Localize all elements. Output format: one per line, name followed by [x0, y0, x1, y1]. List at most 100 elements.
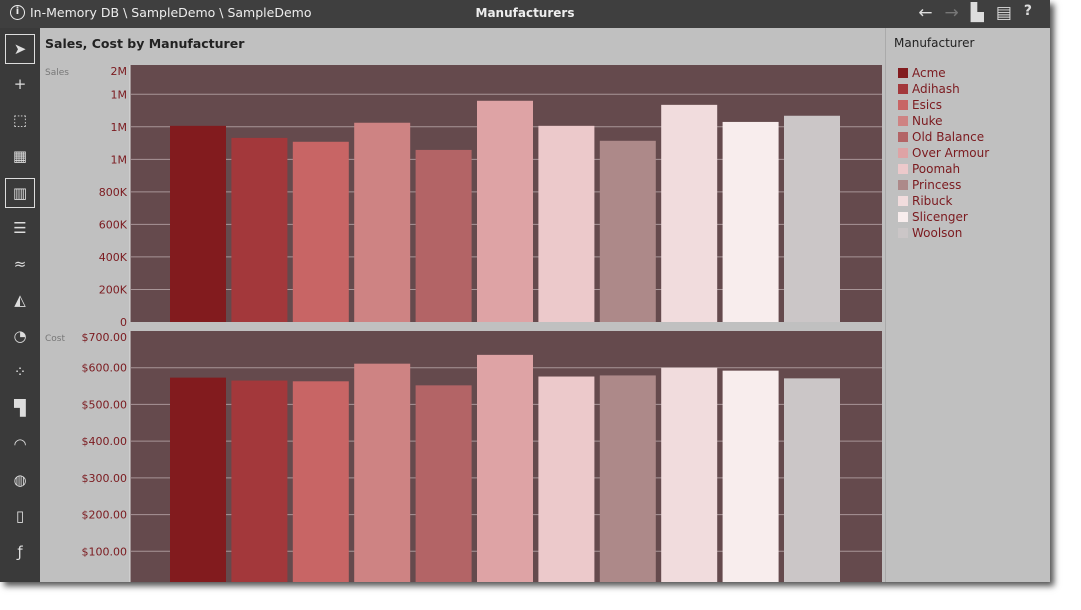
- back-arrow-icon[interactable]: ←: [918, 3, 933, 23]
- help-icon[interactable]: ?: [1023, 3, 1032, 19]
- line-chart-tool-button[interactable]: ≈: [5, 250, 35, 280]
- forward-arrow-icon[interactable]: →: [944, 3, 959, 23]
- bar-cost-old-balance[interactable]: [415, 385, 472, 582]
- bar-sales-princess[interactable]: [599, 140, 656, 322]
- map-tool-button[interactable]: ◍: [5, 466, 35, 496]
- legend-swatch: [898, 180, 908, 190]
- legend-title: Manufacturer: [894, 36, 975, 50]
- column-chart-icon: ▥: [12, 184, 28, 202]
- y-tick-label: 1M: [111, 153, 128, 166]
- bar-chart-tool-button[interactable]: ☰: [5, 214, 35, 244]
- bar-sales-over-armour[interactable]: [477, 100, 533, 322]
- bar-cost-over-armour[interactable]: [477, 354, 533, 582]
- y-tick-label: $300.00: [82, 472, 128, 485]
- legend-item[interactable]: Princess: [898, 177, 989, 193]
- bar-cost-woolson[interactable]: [784, 378, 840, 582]
- treemap-icon: ▜: [14, 399, 26, 417]
- panel-label: Cost: [45, 334, 65, 344]
- area-chart-tool-button[interactable]: ◭: [5, 286, 35, 316]
- chart-area: Sales, Cost by Manufacturer Sales 0 200K 40…: [40, 28, 885, 582]
- scatter-tool-button[interactable]: ⁘: [5, 358, 35, 388]
- legend-swatch: [898, 228, 908, 238]
- pivot-grid-icon: ▦: [12, 147, 28, 165]
- line-chart-icon: ≈: [13, 255, 27, 273]
- legend-item[interactable]: Woolson: [898, 225, 989, 241]
- legend-label: Woolson: [912, 226, 963, 240]
- y-tick-label: $100.00: [82, 545, 128, 558]
- bar-sales-acme[interactable]: [170, 125, 226, 323]
- select-region-icon: ⬚: [12, 111, 28, 129]
- bar-sales-adihash[interactable]: [231, 137, 288, 322]
- legend-label: Acme: [912, 66, 946, 80]
- scatter-icon: ⁘: [13, 363, 27, 381]
- bar-cost-esics[interactable]: [292, 381, 349, 582]
- legend-swatch: [898, 132, 908, 142]
- gauge-tool-button[interactable]: ◠: [5, 430, 35, 460]
- formula-chart-tool-button[interactable]: ƒ: [5, 538, 35, 568]
- bar-cost-ribuck[interactable]: [661, 367, 718, 582]
- legend-label: Esics: [912, 98, 943, 112]
- title-bar: i In-Memory DB \ SampleDemo \ SampleDemo…: [0, 0, 1050, 28]
- y-tick-label: 1M: [111, 121, 128, 134]
- bar-sales-ribuck[interactable]: [661, 104, 718, 323]
- bar-cost-slicenger[interactable]: [722, 370, 779, 582]
- bar-cost-poomah[interactable]: [538, 376, 595, 582]
- y-tick-label: 0: [120, 316, 127, 329]
- add-pointer-icon: +: [13, 75, 27, 93]
- bar-sales-woolson[interactable]: [784, 115, 840, 323]
- legend-item[interactable]: Adihash: [898, 81, 989, 97]
- legend-swatch: [898, 68, 908, 78]
- chart-title: Sales, Cost by Manufacturer: [45, 36, 245, 51]
- legend-swatch: [898, 116, 908, 126]
- map-icon: ◍: [13, 471, 27, 489]
- y-tick-label: 400K: [99, 251, 128, 264]
- legend-item[interactable]: Slicenger: [898, 209, 989, 225]
- save-icon[interactable]: ▙: [970, 3, 984, 23]
- pivot-grid-tool-button[interactable]: ▦: [5, 142, 35, 172]
- bar-sales-slicenger[interactable]: [722, 121, 779, 322]
- select-region-tool-button[interactable]: ⬚: [5, 106, 35, 136]
- bar-sales-old-balance[interactable]: [415, 149, 472, 322]
- breadcrumb[interactable]: i In-Memory DB \ SampleDemo \ SampleDemo: [10, 5, 311, 20]
- legend-item[interactable]: Ribuck: [898, 193, 989, 209]
- bar-sales-esics[interactable]: [292, 141, 349, 322]
- card-tool-button[interactable]: ▯: [5, 502, 35, 532]
- legend-swatch: [898, 212, 908, 222]
- bar-cost-acme[interactable]: [170, 377, 226, 582]
- legend-item[interactable]: Esics: [898, 97, 989, 113]
- legend-label: Slicenger: [912, 210, 968, 224]
- window-title: Manufacturers: [475, 6, 575, 20]
- pie-chart-tool-button[interactable]: ◔: [5, 322, 35, 352]
- y-tick-label: 200K: [99, 283, 128, 296]
- pointer-tool-button[interactable]: ➤: [5, 34, 35, 64]
- legend-item[interactable]: Nuke: [898, 113, 989, 129]
- print-icon[interactable]: ▤: [995, 3, 1012, 23]
- tool-sidebar: ➤ + ⬚ ▦ ▥ ☰ ≈ ◭ ◔ ⁘ ▜ ◠ ◍ ▯ ƒ: [0, 28, 40, 582]
- bar-sales-poomah[interactable]: [538, 125, 595, 323]
- treemap-tool-button[interactable]: ▜: [5, 394, 35, 424]
- formula-chart-icon: ƒ: [17, 543, 23, 561]
- legend-swatch: [898, 196, 908, 206]
- legend-item[interactable]: Acme: [898, 65, 989, 81]
- legend-label: Poomah: [912, 162, 961, 176]
- info-icon[interactable]: i: [10, 5, 25, 20]
- column-chart-tool-button[interactable]: ▥: [5, 178, 35, 208]
- chart-svg: Sales 0 200K 400K 600K 800K 1M 1M 1M 2M Cost $100.0…: [45, 65, 882, 582]
- legend-item[interactable]: Poomah: [898, 161, 989, 177]
- bar-cost-princess[interactable]: [599, 375, 656, 582]
- legend-swatch: [898, 148, 908, 158]
- app-window: i In-Memory DB \ SampleDemo \ SampleDemo…: [0, 0, 1050, 582]
- y-tick-label: 2M: [111, 65, 128, 78]
- legend-item[interactable]: Old Balance: [898, 129, 989, 145]
- legend-label: Ribuck: [912, 194, 953, 208]
- y-tick-label: $600.00: [82, 362, 128, 375]
- legend-swatch: [898, 100, 908, 110]
- legend-item[interactable]: Over Armour: [898, 145, 989, 161]
- card-icon: ▯: [15, 507, 25, 525]
- bar-cost-adihash[interactable]: [231, 380, 288, 582]
- y-tick-label: $400.00: [82, 435, 128, 448]
- bar-sales-nuke[interactable]: [354, 122, 411, 322]
- bar-cost-nuke[interactable]: [354, 363, 411, 582]
- legend-swatch: [898, 164, 908, 174]
- add-pointer-tool-button[interactable]: +: [5, 70, 35, 100]
